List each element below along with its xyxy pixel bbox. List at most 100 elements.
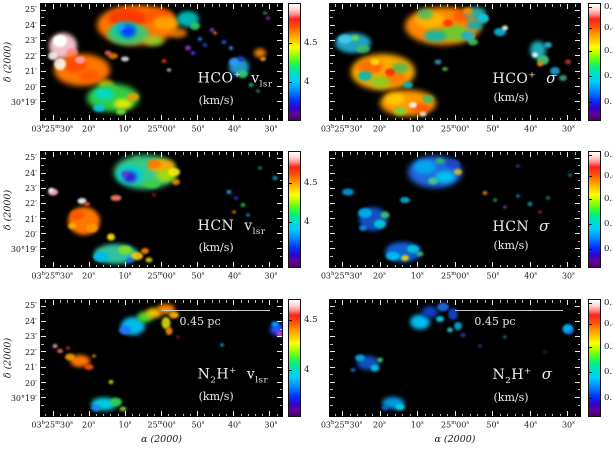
axis-tick xyxy=(477,264,478,267)
axis-tick xyxy=(277,70,282,72)
axis-tick xyxy=(254,264,256,267)
colorbar-tick-label: 0.3 xyxy=(604,342,613,353)
x-tick-label: 25m00s xyxy=(147,271,176,281)
axis-tick xyxy=(161,411,162,416)
emission-blob xyxy=(410,314,430,330)
axis-tick xyxy=(41,172,46,174)
emission-blob xyxy=(165,327,173,336)
axis-tick xyxy=(357,264,358,267)
axis-tick xyxy=(277,397,282,399)
emission-blob xyxy=(185,45,191,51)
axis-tick xyxy=(95,117,97,120)
axis-tick xyxy=(330,248,335,250)
emission-blob xyxy=(395,403,405,411)
axis-tick xyxy=(394,152,396,155)
emission-blob xyxy=(567,330,573,335)
axis-tick xyxy=(499,152,501,155)
axis-tick xyxy=(59,117,61,120)
colorbar-hco-sigma xyxy=(588,3,601,121)
emission-blob xyxy=(350,367,355,372)
axis-tick xyxy=(577,17,580,19)
emission-blob xyxy=(143,179,160,189)
axis-tick xyxy=(417,4,418,9)
axis-tick xyxy=(575,157,580,159)
axis-tick xyxy=(575,233,580,235)
emission-blob xyxy=(248,83,254,88)
axis-tick xyxy=(330,157,335,159)
axis-tick xyxy=(124,411,126,416)
axis-tick xyxy=(110,4,112,7)
axis-tick xyxy=(279,17,282,19)
emission-blob xyxy=(377,357,383,363)
axis-tick xyxy=(211,264,213,267)
axis-tick xyxy=(182,4,184,7)
axis-tick xyxy=(379,4,381,9)
emission-blob xyxy=(536,54,549,65)
emission-blob xyxy=(116,23,125,31)
axis-tick xyxy=(529,4,531,9)
axis-tick xyxy=(277,187,282,189)
axis-tick xyxy=(575,70,580,72)
axis-tick xyxy=(372,4,373,7)
emission-blob xyxy=(166,68,171,72)
axis-tick xyxy=(447,152,448,155)
x-tick-label: 25m00s xyxy=(147,124,176,134)
axis-tick xyxy=(577,165,580,167)
axis-tick xyxy=(254,300,256,303)
axis-tick xyxy=(41,210,44,212)
axis-tick xyxy=(168,413,170,416)
axis-tick xyxy=(41,93,44,95)
emission-blob xyxy=(228,58,239,66)
species-unit: (km/s) xyxy=(198,94,234,108)
y-tick-label: 30°19′ xyxy=(10,98,37,108)
axis-tick xyxy=(357,300,358,303)
axis-tick xyxy=(139,152,141,155)
emission-blob xyxy=(416,251,424,257)
axis-tick xyxy=(544,300,546,303)
colorbar-tick xyxy=(289,222,292,224)
axis-tick xyxy=(41,187,46,189)
axis-tick xyxy=(552,264,553,267)
axis-tick xyxy=(522,300,523,303)
axis-tick xyxy=(233,262,235,267)
axis-tick xyxy=(153,300,155,303)
axis-tick xyxy=(559,152,561,155)
emission-blob xyxy=(113,98,132,109)
axis-tick xyxy=(276,264,278,267)
axis-tick xyxy=(153,264,155,267)
axis-tick xyxy=(559,264,561,267)
emission-blob xyxy=(338,34,352,44)
axis-tick xyxy=(372,264,373,267)
axis-tick xyxy=(484,152,486,155)
axis-tick xyxy=(41,233,46,235)
colorbar-tick xyxy=(589,323,592,325)
emission-blob xyxy=(419,111,426,117)
axis-tick xyxy=(330,165,333,167)
axis-tick xyxy=(41,313,44,315)
axis-tick xyxy=(262,413,264,416)
axis-tick xyxy=(262,152,264,155)
panel-species-label: HCN σ (km/s) xyxy=(493,218,550,251)
emission-blob xyxy=(400,197,410,204)
axis-tick xyxy=(514,152,516,155)
x-tick-label: 10s xyxy=(410,271,424,281)
emission-blob xyxy=(434,59,441,65)
y-tick-label: 20′ xyxy=(25,378,37,388)
axis-tick xyxy=(182,413,184,416)
axis-tick xyxy=(276,300,278,303)
axis-tick xyxy=(484,264,486,267)
axis-tick xyxy=(514,117,516,120)
axis-tick xyxy=(247,152,249,155)
axis-tick xyxy=(269,4,271,9)
emission-blob xyxy=(93,88,114,101)
emission-blob xyxy=(54,58,67,71)
axis-tick xyxy=(492,4,493,9)
axis-tick xyxy=(74,4,76,7)
axis-tick xyxy=(204,300,206,303)
axis-tick xyxy=(330,85,335,87)
colorbar-tick-label: 0.2 xyxy=(604,218,613,229)
axis-tick xyxy=(161,152,162,157)
emission-blob xyxy=(370,59,380,65)
axis-tick xyxy=(110,117,112,120)
axis-tick xyxy=(117,300,119,303)
